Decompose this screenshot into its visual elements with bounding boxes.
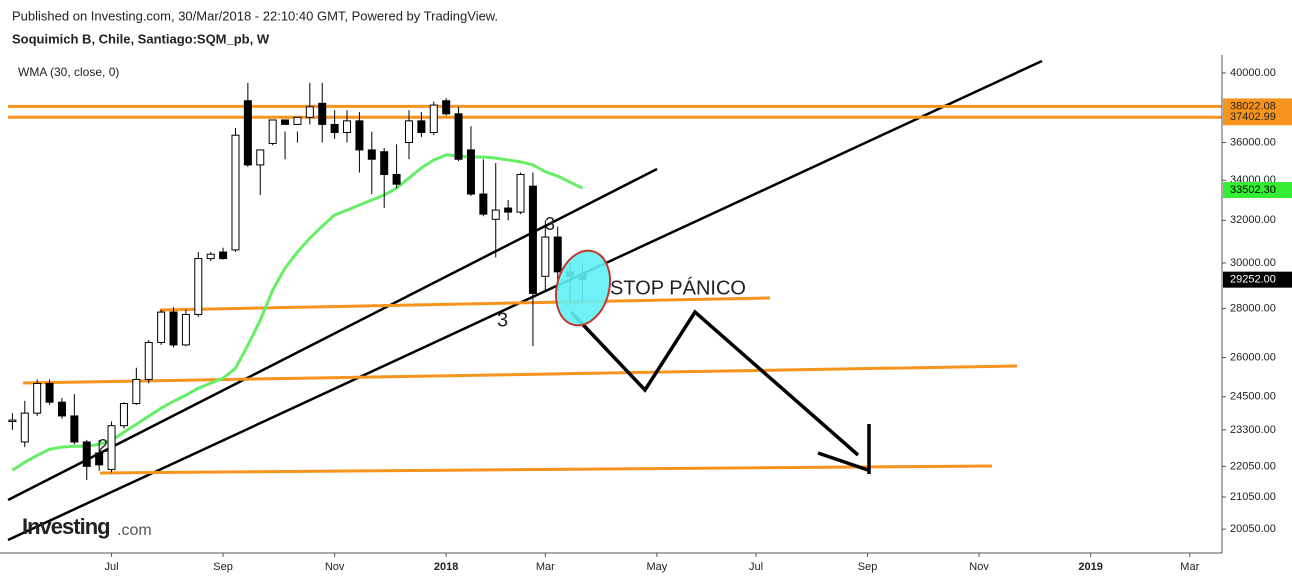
candle-body	[442, 100, 451, 115]
candle-body	[107, 425, 116, 470]
candle-body	[392, 173, 401, 185]
candle-body	[528, 185, 537, 294]
wma-line	[11, 153, 584, 472]
price-tag-label: 29252.00	[1230, 274, 1276, 286]
candle-body	[429, 104, 438, 134]
x-tick-label: Nov	[969, 561, 989, 573]
candle-body	[219, 251, 228, 260]
trend-line	[7, 167, 658, 502]
candle-body	[417, 120, 426, 134]
highlight-ellipse	[555, 249, 611, 327]
logo-suffix: .com	[117, 522, 152, 539]
x-tick-label: Sep	[213, 561, 233, 573]
y-tick-label: 40000.00	[1230, 67, 1276, 79]
x-tick-label: 2018	[434, 561, 458, 573]
logo: Investing	[22, 514, 110, 539]
x-tick-label: Mar	[536, 561, 555, 573]
x-tick-label: May	[646, 561, 667, 573]
annotation: STOP PÁNICO	[610, 276, 746, 299]
annotation: 3	[497, 309, 508, 331]
candle-body	[256, 149, 265, 166]
candle-body	[553, 236, 562, 273]
candle-body	[466, 149, 475, 195]
annotation: 2	[98, 436, 108, 456]
candle-body	[169, 311, 178, 346]
trend-line	[7, 59, 1043, 542]
candle-body	[157, 311, 166, 343]
y-tick-label: 20050.00	[1230, 523, 1276, 535]
symbol-title: Soquimich B, Chile, Santiago:SQM_pb, W	[12, 31, 270, 46]
annotation: 3	[545, 214, 555, 234]
price-tag	[1223, 271, 1292, 288]
candle-body	[20, 412, 29, 443]
candle-body	[380, 151, 389, 175]
candle-body	[305, 106, 314, 118]
support-line	[159, 296, 771, 312]
candle-body	[541, 236, 550, 277]
indicator-label: WMA (30, close, 0)	[18, 65, 119, 79]
candle-body	[479, 193, 488, 215]
candle-body	[8, 419, 17, 422]
candle-body	[194, 258, 203, 315]
candle-body	[82, 441, 91, 467]
candle-body	[206, 253, 215, 260]
y-tick-label: 26000.00	[1230, 351, 1276, 363]
projection-path	[569, 309, 860, 457]
candle-body	[404, 120, 413, 144]
candle-body	[281, 119, 290, 125]
candle-body	[454, 113, 463, 160]
y-tick-label: 30000.00	[1230, 257, 1276, 269]
x-tick-label: 2019	[1078, 561, 1102, 573]
candle-body	[95, 452, 104, 466]
candle-body	[33, 382, 42, 414]
candle-body	[318, 102, 327, 125]
price-tag-label: 33502.30	[1230, 184, 1276, 196]
candle-body	[181, 313, 190, 346]
candle-body	[57, 401, 66, 417]
candle-body	[330, 123, 339, 134]
candle-body	[293, 116, 302, 125]
candle-body	[132, 378, 141, 405]
candle-body	[268, 119, 277, 144]
candle-body	[144, 341, 153, 380]
y-tick-label: 32000.00	[1230, 214, 1276, 226]
drawings	[7, 59, 1043, 542]
candle-body	[343, 120, 352, 134]
candle-body	[231, 134, 240, 251]
price-tag	[1223, 182, 1292, 199]
x-tick-label: Jul	[749, 561, 763, 573]
x-tick-label: Sep	[858, 561, 878, 573]
support-line	[22, 364, 1018, 385]
level-tag-label: 37402.99	[1230, 111, 1276, 123]
x-tick-label: Nov	[325, 561, 345, 573]
x-tick-label: Jul	[105, 561, 119, 573]
y-tick-label: 21050.00	[1230, 491, 1276, 503]
candle-body	[45, 382, 54, 403]
y-tick-label: 23300.00	[1230, 424, 1276, 436]
candle-body	[70, 415, 79, 443]
candle-body	[504, 207, 513, 213]
candle-body	[367, 149, 376, 160]
candle-body	[119, 403, 128, 427]
candle-body	[516, 173, 525, 213]
y-tick-label: 28000.00	[1230, 302, 1276, 314]
candle-body	[243, 100, 252, 166]
overlay: STOP PÁNICO 3 3 2	[98, 214, 746, 456]
candle-body	[491, 209, 500, 220]
published-note: Published on Investing.com, 30/Mar/2018 …	[12, 8, 498, 23]
level-tag	[1223, 109, 1292, 126]
y-tick-label: 24500.00	[1230, 391, 1276, 403]
candle-body	[355, 120, 364, 151]
x-tick-label: Mar	[1180, 561, 1199, 573]
arrow-head	[817, 451, 869, 472]
y-tick-label: 22050.00	[1230, 460, 1276, 472]
support-line	[99, 464, 993, 475]
y-tick-label: 36000.00	[1230, 136, 1276, 148]
